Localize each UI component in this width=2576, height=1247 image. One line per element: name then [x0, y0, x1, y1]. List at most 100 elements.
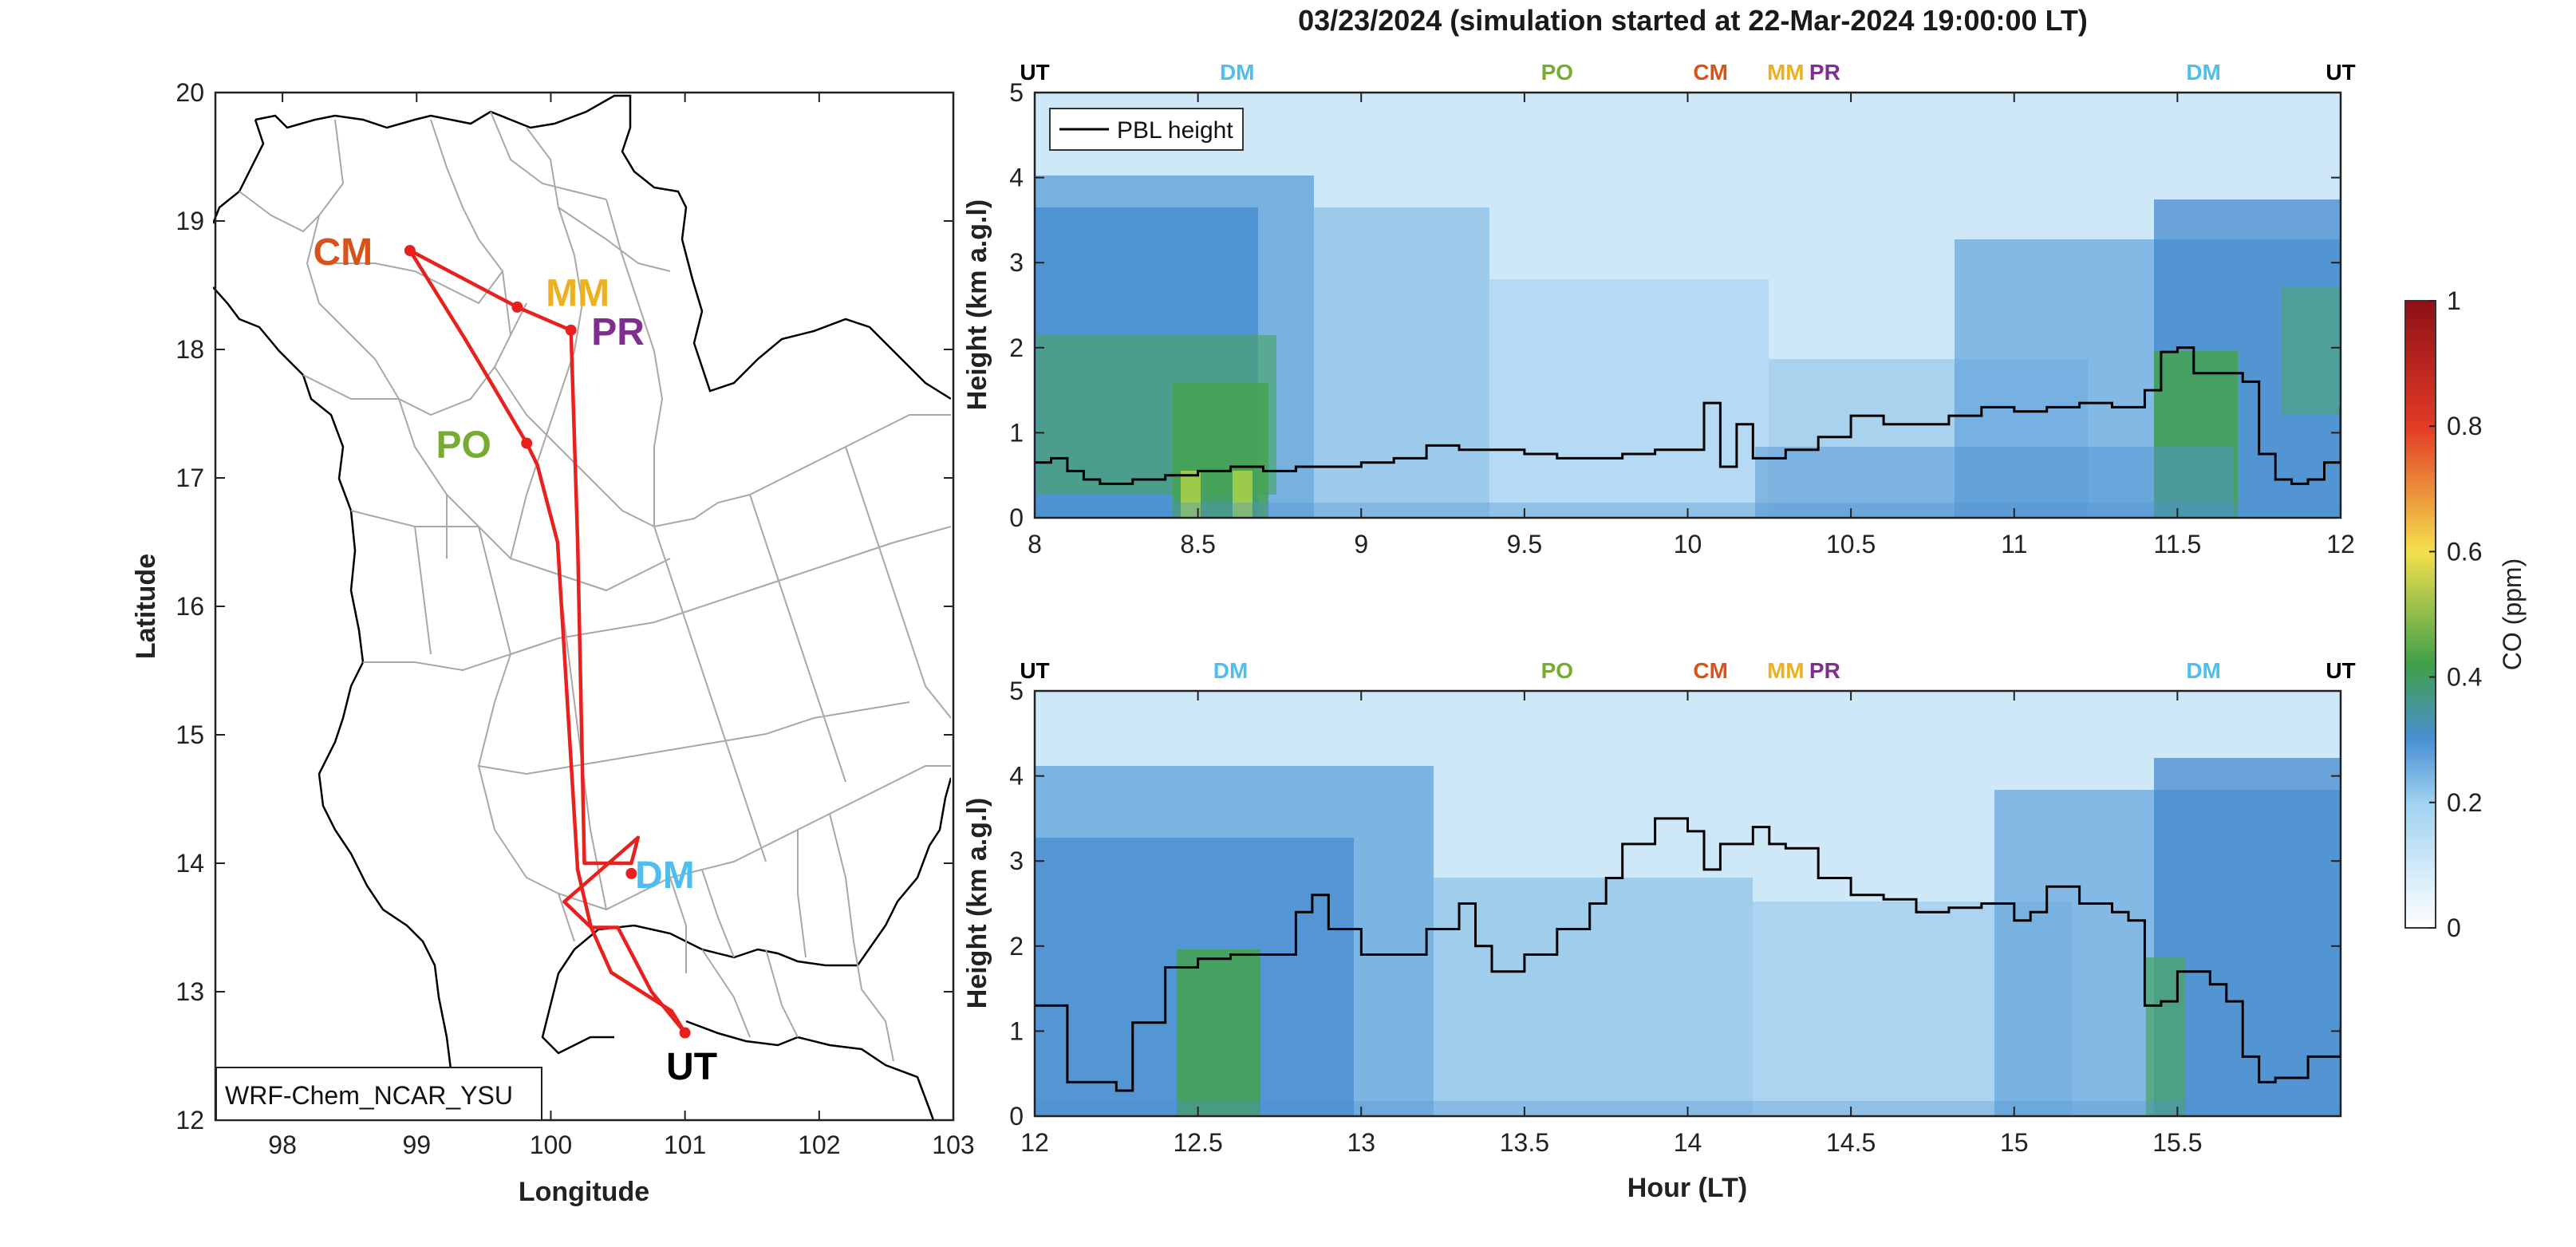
- ylabel-bottom: Height (km a.g.l): [962, 798, 992, 1008]
- xtick-label: 13.5: [1500, 1128, 1549, 1157]
- map-xtick-label: 100: [530, 1131, 572, 1159]
- ytick-label: 5: [1009, 78, 1024, 107]
- xtick-label: 12.5: [1173, 1128, 1222, 1157]
- map-ytick-label: 16: [176, 592, 204, 621]
- map-ytick-label: 14: [176, 849, 204, 878]
- station-marker-pr: [565, 324, 577, 336]
- colorbar-tick-label: 0: [2447, 914, 2461, 942]
- colorbar-tick-label: 0.2: [2447, 788, 2482, 817]
- station-mark-ut: UT: [2326, 60, 2355, 85]
- station-marks-top: UT DM PO CM MM PR DM UT: [1020, 60, 2355, 85]
- map-ticks: 98 99 100 101 102 103 12 13 14 15 16 17 18 19 20: [176, 78, 974, 1159]
- station-marker-dm: [625, 867, 637, 879]
- ytick-label: 4: [1009, 762, 1024, 791]
- xtick-label: 14.5: [1826, 1128, 1876, 1157]
- xtick-label: 8.5: [1180, 530, 1215, 558]
- station-mark-ut: UT: [2326, 658, 2355, 683]
- station-mark-cm: CM: [1693, 60, 1728, 85]
- map-ylabel: Latitude: [131, 554, 161, 659]
- map-ytick-label: 17: [176, 464, 204, 492]
- xtick-label: 9.5: [1507, 530, 1542, 558]
- map-ytick-label: 19: [176, 207, 204, 235]
- station-mark-pr: PR: [1809, 658, 1840, 683]
- map-xtick-label: 102: [798, 1131, 840, 1159]
- xtick-label: 10.5: [1826, 530, 1876, 558]
- map-ytick-label: 15: [176, 720, 204, 749]
- station-mark-po: PO: [1541, 658, 1573, 683]
- station-mark-ut: UT: [1020, 60, 1049, 85]
- station-mark-ut: UT: [1020, 658, 1049, 683]
- map-xlabel: Longitude: [519, 1177, 649, 1207]
- station-mark-dm: DM: [1213, 658, 1249, 683]
- xtick-label: 9: [1354, 530, 1368, 558]
- colorbar-tick-label: 0.8: [2447, 412, 2482, 440]
- station-marker-mm: [511, 301, 523, 313]
- colorbar-tick-label: 0.6: [2447, 537, 2482, 566]
- map-ytick-label: 20: [176, 78, 204, 107]
- colorbar-gradient: [2404, 300, 2436, 929]
- station-mark-dm: DM: [2186, 658, 2221, 683]
- station-label-dm: DM: [635, 854, 695, 897]
- xtick-label: 11: [2001, 530, 2027, 558]
- map-xtick-label: 101: [664, 1131, 706, 1159]
- colorbar-label: CO (ppm): [2498, 558, 2527, 670]
- station-mark-pr: PR: [1809, 60, 1840, 85]
- ytick-label: 1: [1009, 418, 1024, 447]
- xtick-label: 15.5: [2152, 1128, 2202, 1157]
- map-ytick-label: 13: [176, 977, 204, 1006]
- map-xtick-label: 99: [402, 1131, 431, 1159]
- ytick-label: 3: [1009, 846, 1024, 875]
- model-label: WRF-Chem_NCAR_YSU: [225, 1081, 513, 1110]
- xtick-label: 8: [1028, 530, 1042, 558]
- ylabel-top: Height (km a.g.l): [962, 199, 992, 410]
- ytick-label: 0: [1009, 1102, 1024, 1131]
- station-label-ut: UT: [666, 1046, 717, 1088]
- station-mark-mm: MM: [1767, 658, 1805, 683]
- colorbar-ticks: 0 0.2 0.4 0.6 0.8 1: [2429, 286, 2482, 942]
- country-border: [213, 94, 951, 1120]
- station-mark-dm: DM: [1220, 60, 1255, 85]
- ytick-label: 5: [1009, 677, 1024, 705]
- station-marks-bottom: UT DM PO CM MM PR DM UT: [1020, 658, 2355, 683]
- xtick-label: 12: [2326, 530, 2355, 558]
- xtick-label: 13: [1347, 1128, 1375, 1157]
- xtick-label: 12: [1020, 1128, 1049, 1157]
- map-ytick-label: 18: [176, 335, 204, 364]
- ytick-label: 3: [1009, 248, 1024, 277]
- ytick-label: 2: [1009, 932, 1024, 961]
- model-label-box: WRF-Chem_NCAR_YSU: [215, 1067, 542, 1121]
- map-xtick-label: 98: [268, 1131, 297, 1159]
- ytick-label: 1: [1009, 1016, 1024, 1045]
- station-marker-po: [521, 437, 533, 449]
- map-ytick-label: 12: [176, 1106, 204, 1135]
- station-label-mm: MM: [546, 273, 609, 315]
- station-label-pr: PR: [591, 311, 645, 353]
- xtick-label: 11.5: [2153, 530, 2201, 558]
- co-field: [1035, 176, 2341, 518]
- figure-title: 03/23/2024 (simulation started at 22-Mar…: [1298, 4, 2088, 37]
- pbl-line-top: [1035, 346, 2341, 485]
- colorbar: 0 0.2 0.4 0.6 0.8 1 CO (ppm): [2404, 286, 2527, 942]
- xtick-label: 15: [2000, 1128, 2029, 1157]
- station-mark-po: PO: [1541, 60, 1573, 85]
- xlabel-bottom: Hour (LT): [1627, 1173, 1747, 1203]
- pbl-line-bottom: [1035, 817, 2341, 1092]
- province-borders: [239, 111, 951, 1062]
- map-xtick-label: 103: [932, 1131, 974, 1159]
- colorbar-tick-label: 1: [2447, 286, 2461, 315]
- station-marker-cm: [404, 245, 416, 257]
- ytick-label: 2: [1009, 333, 1024, 362]
- xtick-label: 14: [1674, 1128, 1702, 1157]
- station-mark-cm: CM: [1693, 658, 1728, 683]
- legend: PBL height: [1049, 108, 1244, 151]
- ytick-label: 4: [1009, 164, 1024, 192]
- ytick-label: 0: [1009, 503, 1024, 532]
- colorbar-tick-label: 0.4: [2447, 663, 2482, 692]
- xtick-label: 10: [1674, 530, 1702, 558]
